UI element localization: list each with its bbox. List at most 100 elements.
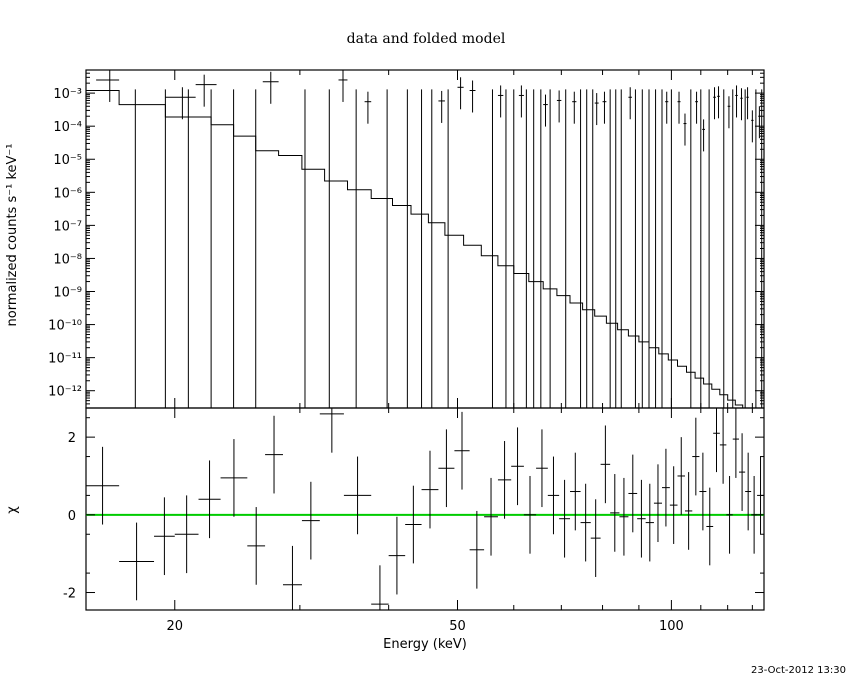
residual-point [469, 510, 485, 589]
residual-point [628, 454, 638, 533]
residual-point [751, 475, 758, 554]
data-point [713, 87, 716, 120]
top-y-tick-label: 10⁻³ [53, 87, 82, 102]
residual-point [484, 477, 498, 556]
data-point [758, 106, 761, 139]
timestamp: 23-Oct-2012 13:30 [751, 665, 846, 676]
data-point [683, 113, 687, 146]
residual-point [174, 495, 199, 574]
residual-point [661, 448, 670, 527]
data-point [665, 91, 669, 124]
residual-point [739, 433, 746, 511]
residual-point [580, 483, 591, 562]
residual-point [343, 456, 372, 535]
data-point [572, 91, 577, 124]
data-point [518, 85, 524, 118]
top-y-tick-label: 10⁻⁹ [53, 286, 82, 301]
data-point [556, 90, 562, 123]
residual-point [757, 456, 764, 535]
residual-point [198, 460, 221, 539]
residual-point [511, 427, 524, 506]
residual-point [692, 417, 700, 496]
residual-point [523, 475, 537, 554]
data-point [594, 93, 599, 126]
model-step-line [86, 90, 764, 409]
bottom-panel-frame [85, 407, 765, 611]
x-tick-label: 20 [166, 619, 183, 634]
chi-axis-label: χ [5, 506, 20, 514]
data-point [740, 88, 743, 121]
data-point [262, 71, 279, 104]
top-y-tick-label: 10⁻⁵ [53, 153, 82, 168]
bottom-panel: -2 0 2 20 50 100 χ Energy (keV) [5, 407, 765, 652]
bottom-x-axis: 20 50 100 [166, 408, 753, 634]
residual-point [421, 450, 439, 529]
x-tick-label: 50 [449, 619, 466, 634]
residual-point [454, 411, 470, 490]
chart-title: data and folded model [347, 31, 506, 47]
residual-point [301, 481, 320, 560]
residual-point [684, 472, 693, 550]
data-point [727, 96, 731, 129]
bottom-y-tick-label: 2 [68, 431, 76, 446]
residual-point [610, 474, 620, 552]
residual-point [600, 425, 611, 504]
residual-point [713, 408, 720, 473]
residual-point [497, 441, 512, 519]
residual-point [438, 429, 455, 508]
residual-point [319, 408, 344, 453]
residual-point [547, 456, 560, 535]
data-point [702, 119, 705, 152]
residual-point [559, 479, 571, 558]
residual-point [220, 439, 248, 517]
top-y-tick-label: 10⁻¹² [48, 385, 82, 400]
residual-point [154, 497, 175, 576]
x-tick-label: 100 [659, 619, 684, 634]
data-point [497, 85, 504, 118]
residual-point [119, 522, 155, 601]
residual-point [247, 507, 266, 585]
data-point [96, 70, 120, 102]
residual-point [645, 483, 654, 562]
residual-point [719, 408, 727, 484]
data-point [695, 91, 698, 124]
data-point [469, 80, 476, 113]
residual-point [706, 487, 714, 566]
residual-point [669, 466, 678, 544]
top-y-tick-label: 10⁻¹¹ [48, 352, 82, 367]
data-point [543, 94, 548, 127]
residual-point [265, 415, 283, 494]
top-panel: 10⁻³ 10⁻⁴ 10⁻⁵ 10⁻⁶ 10⁻⁷ 10⁻⁸ 10⁻⁹ 10⁻¹⁰ 10⁻¹¹ 10… [5, 69, 765, 409]
residual-point [653, 464, 662, 543]
residual-point [405, 485, 422, 564]
residual-point [388, 516, 406, 595]
top-y-tick-label: 10⁻⁸ [53, 252, 82, 267]
data-point [165, 87, 196, 120]
x-axis-label: Energy (keV) [383, 637, 467, 652]
residual-point [371, 565, 389, 610]
data-point [602, 91, 607, 124]
bottom-y-tick-label: -2 [63, 587, 76, 602]
residual-point [699, 452, 707, 531]
data-point [677, 91, 681, 124]
residual-points [86, 408, 764, 610]
residual-point [570, 452, 581, 531]
data-point [457, 77, 464, 110]
data-point [628, 87, 632, 120]
data-point [735, 85, 738, 118]
data-point [717, 86, 720, 119]
data-point [746, 87, 749, 120]
data-point [438, 90, 445, 123]
residual-point [732, 408, 740, 478]
data-point [364, 91, 372, 124]
data-point [195, 74, 217, 107]
residual-point [637, 479, 646, 558]
bottom-y-axis: -2 0 2 [63, 417, 764, 602]
data-point [751, 110, 754, 143]
top-y-tick-label: 10⁻⁴ [53, 120, 82, 135]
residual-point [677, 437, 685, 515]
top-y-tick-label: 10⁻⁷ [53, 219, 82, 234]
data-points [96, 70, 761, 152]
top-y-axis: 10⁻³ 10⁻⁴ 10⁻⁵ 10⁻⁶ 10⁻⁷ 10⁻⁸ 10⁻⁹ 10⁻¹⁰ 10⁻¹¹ 10… [48, 69, 764, 409]
